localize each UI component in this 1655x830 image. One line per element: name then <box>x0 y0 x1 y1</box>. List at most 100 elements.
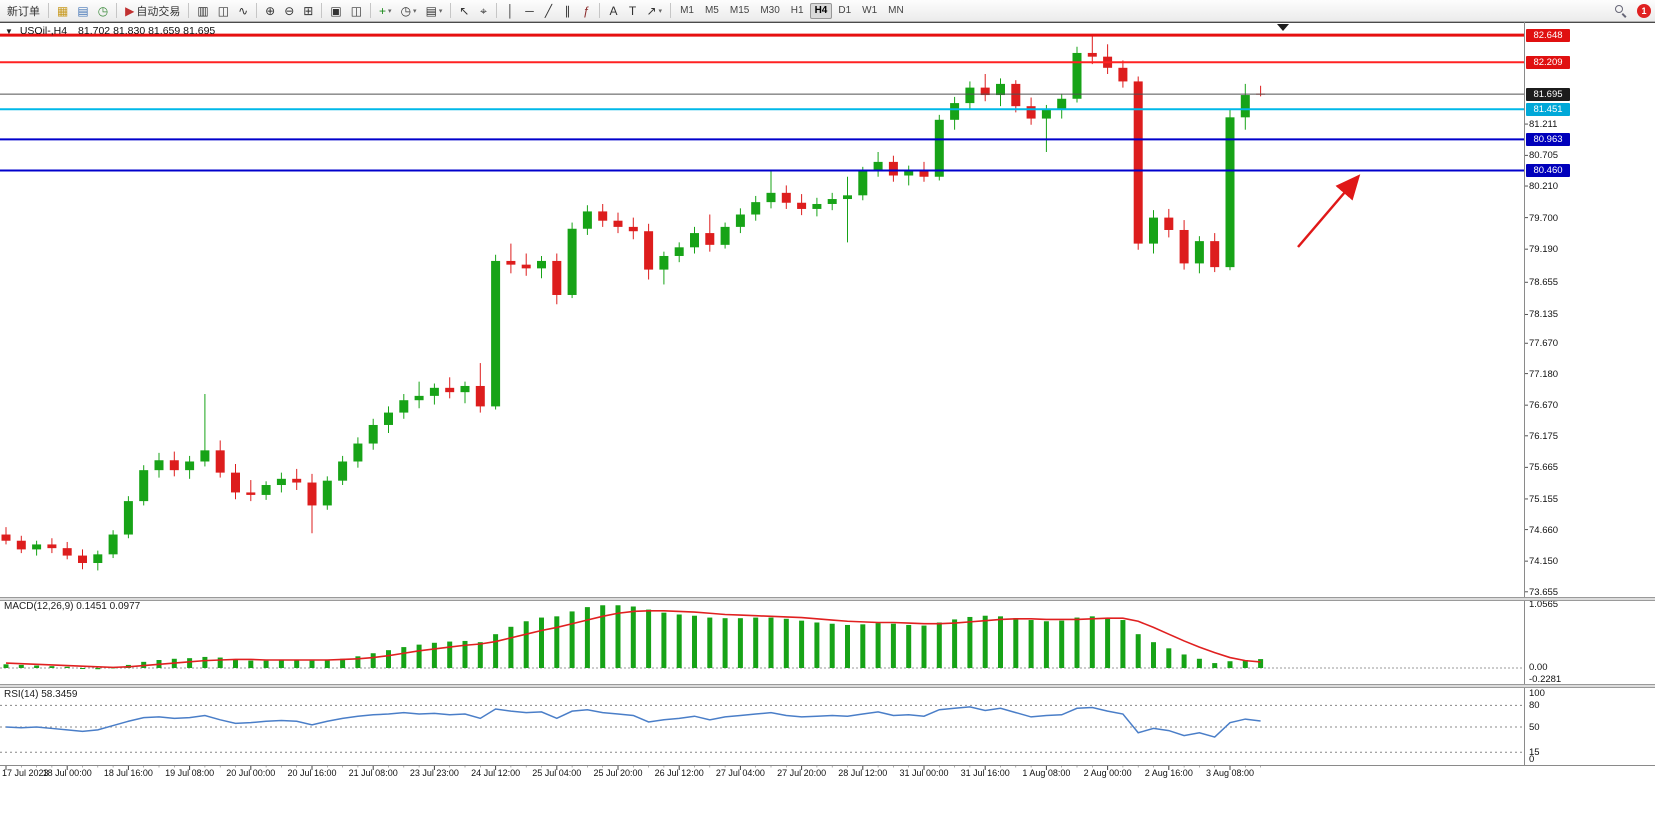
data-window-icon[interactable]: ▤ <box>73 2 92 20</box>
macd-histogram-bar <box>508 626 514 668</box>
timeframe-d1[interactable]: D1 <box>833 3 856 19</box>
equidistant-channel-icon[interactable]: ∥ <box>558 2 576 20</box>
macd-histogram-bar <box>95 668 101 670</box>
macd-histogram-bar <box>278 660 284 668</box>
candlestick <box>445 377 455 399</box>
line-chart-icon[interactable]: ∿ <box>234 2 252 20</box>
candlestick <box>1194 236 1204 274</box>
candlestick <box>460 381 470 404</box>
macd-histogram-bar <box>967 616 973 668</box>
macd-histogram-bar <box>324 660 330 668</box>
panel-divider[interactable] <box>0 597 1655 601</box>
vertical-line-icon[interactable]: │ <box>501 2 519 20</box>
timeframe-mn[interactable]: MN <box>883 3 909 19</box>
trendline-icon: ╱ <box>544 3 553 18</box>
candlestick <box>705 214 715 252</box>
search-icon[interactable] <box>1613 3 1629 19</box>
candlestick <box>215 440 225 478</box>
macd-histogram-bar <box>1120 620 1126 668</box>
candlestick <box>1240 83 1250 130</box>
macd-histogram-bar <box>187 658 193 668</box>
template-icon: ▤ <box>425 3 437 18</box>
cascade-windows-icon[interactable]: ▣ <box>326 2 345 20</box>
collapse-triangle-icon[interactable]: ▼ <box>5 27 13 36</box>
market-watch-icon[interactable]: ▦ <box>53 2 72 20</box>
candlestick <box>537 255 546 279</box>
new-order-button[interactable]: 新订单 <box>3 2 44 20</box>
arrows-icon[interactable]: ↗ ▾ <box>642 2 666 20</box>
candlestick <box>246 480 256 502</box>
tile-windows-icon[interactable]: ⊞ <box>299 2 317 20</box>
zoom-in-icon: ⊕ <box>265 3 276 18</box>
chart-shift-marker-icon[interactable] <box>1277 24 1289 31</box>
rsi-line <box>5 706 1261 738</box>
macd-histogram-bar <box>982 615 988 668</box>
macd-histogram-bar <box>661 612 667 668</box>
candlestick <box>1072 46 1082 103</box>
add-indicator-icon[interactable]: + ▾ <box>375 2 396 20</box>
template-icon[interactable]: ▤ ▾ <box>422 2 447 20</box>
macd-histogram-bar <box>921 625 927 668</box>
macd-histogram-bar <box>1105 617 1111 668</box>
text-icon[interactable]: A <box>604 2 622 20</box>
crosshair-icon[interactable]: ⌖ <box>474 2 492 20</box>
trendline-icon[interactable]: ╱ <box>539 2 557 20</box>
candlestick <box>108 530 118 559</box>
macd-histogram-bar <box>49 666 55 668</box>
chart-window-border <box>0 22 1655 23</box>
zoom-out-icon[interactable]: ⊖ <box>280 2 298 20</box>
candlestick <box>292 468 302 490</box>
horizontal-line-icon[interactable]: ─ <box>520 2 538 20</box>
candlestick-chart-icon[interactable]: ◫ <box>214 2 233 20</box>
timeframe-m30[interactable]: M30 <box>755 3 784 19</box>
candlestick <box>16 535 26 554</box>
candlestick <box>919 161 929 182</box>
arrange-windows-icon: ◫ <box>350 3 363 18</box>
macd-histogram-bar <box>554 616 560 668</box>
autotrading-button[interactable]: ▶ 自动交易 <box>121 2 184 20</box>
candlestick <box>185 455 195 479</box>
macd-histogram-bar <box>1227 661 1233 668</box>
macd-histogram-bar <box>1074 617 1080 668</box>
timeframe-w1[interactable]: W1 <box>857 3 882 19</box>
notification-badge[interactable]: 1 <box>1637 4 1651 18</box>
trend-arrow-annotation[interactable] <box>1297 174 1361 248</box>
cursor-icon[interactable]: ↖ <box>455 2 473 20</box>
line-chart-icon: ∿ <box>238 3 249 18</box>
candlestick <box>231 463 240 500</box>
panel-divider[interactable] <box>0 684 1655 688</box>
timeframe-m15[interactable]: M15 <box>725 3 754 19</box>
zoom-in-icon[interactable]: ⊕ <box>261 2 279 20</box>
macd-histogram-bar <box>707 617 713 668</box>
candlestick <box>598 203 608 227</box>
macd-indicator-label: MACD(12,26,9) 0.1451 0.0977 <box>4 601 141 612</box>
candlestick <box>399 394 409 419</box>
macd-histogram-bar <box>462 640 468 668</box>
candlestick <box>93 550 103 571</box>
arrange-windows-icon[interactable]: ◫ <box>347 2 366 20</box>
terminal-icon[interactable]: ◷ <box>94 2 112 20</box>
timeframe-h4[interactable]: H4 <box>809 2 833 19</box>
candlestick <box>1149 210 1158 254</box>
candlestick <box>276 472 286 493</box>
timeframe-h1[interactable]: H1 <box>786 3 809 19</box>
candlestick <box>1164 208 1174 238</box>
macd-histogram-bar <box>1181 654 1187 668</box>
macd-histogram-bar <box>1043 621 1049 668</box>
macd-histogram-bar <box>814 622 820 668</box>
rsi-indicator-label: RSI(14) 58.3459 <box>4 689 78 700</box>
candlestick <box>812 197 822 217</box>
candlestick <box>965 81 975 110</box>
fibonacci-icon[interactable]: ƒ <box>577 2 595 20</box>
period-icon[interactable]: ◷ ▾ <box>397 2 421 20</box>
bar-chart-icon[interactable]: ▥ <box>193 2 212 20</box>
time-axis-border <box>0 765 1655 766</box>
candlestick <box>827 192 837 211</box>
symbol-name: USOil-,H4 <box>19 25 68 37</box>
timeframe-m1[interactable]: M1 <box>675 3 699 19</box>
text-label-icon[interactable]: T <box>623 2 641 20</box>
timeframe-m5[interactable]: M5 <box>700 3 724 19</box>
toolbar-separator <box>496 3 498 18</box>
candlestick <box>613 212 623 234</box>
